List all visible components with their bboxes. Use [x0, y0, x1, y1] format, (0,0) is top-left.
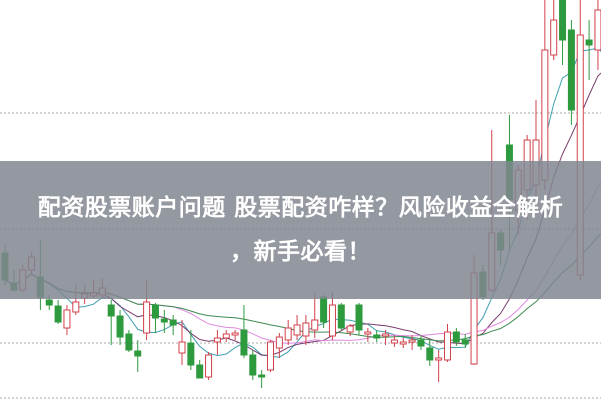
candle-body [390, 339, 398, 344]
candle-body [461, 339, 469, 345]
candle-body [284, 327, 292, 341]
candle-body [72, 301, 80, 313]
candle-body [399, 341, 407, 345]
candle-body [107, 304, 115, 317]
title-banner: 配资股票账户问题 股票配资咋样？风险收益全解析 ，新手必看！ [0, 161, 601, 299]
candle-body [205, 354, 213, 378]
candle-body [417, 339, 425, 347]
candle-body [231, 332, 239, 336]
candle-body [196, 364, 204, 379]
candle-body [45, 299, 53, 306]
candle-body [125, 333, 133, 351]
candle-body [550, 19, 558, 56]
candle-body [160, 318, 168, 323]
candle-body [213, 337, 221, 343]
candle-body [178, 341, 186, 354]
candle-body [240, 329, 248, 356]
candle-body [187, 342, 195, 366]
title-line-1: 配资股票账户问题 股票配资咋样？风险收益全解析 [37, 195, 564, 221]
candle-body [337, 304, 345, 329]
candle-body [408, 339, 416, 343]
candle-body [452, 331, 460, 343]
candle-body [54, 305, 62, 323]
candle-body [258, 374, 266, 378]
candle-body [585, 39, 593, 46]
candle-body [355, 304, 363, 331]
candle-body [143, 301, 151, 334]
candle-body [311, 319, 319, 331]
candle-body [567, 29, 575, 111]
candle-body [249, 354, 257, 376]
candle-body [169, 319, 177, 326]
title-line-2: ，新手必看！ [230, 239, 371, 265]
candle-body [134, 350, 142, 357]
candle-body [222, 333, 230, 339]
candle-body [559, 0, 567, 41]
candle-body [267, 341, 274, 371]
candle-body [426, 347, 434, 361]
candle-body [320, 296, 328, 323]
candle-body [63, 309, 71, 329]
candle-body [594, 9, 601, 51]
candle-body [293, 324, 301, 336]
candle-body [364, 331, 372, 335]
candle-body [382, 333, 390, 337]
candle-body [151, 304, 159, 319]
candle-body [435, 357, 443, 361]
candle-body [373, 334, 381, 339]
candle-body [275, 336, 283, 349]
candle-body [116, 315, 124, 338]
candle-body [346, 325, 354, 333]
candle-body [302, 322, 310, 337]
candle-body [444, 331, 451, 361]
candle-body [328, 304, 336, 337]
